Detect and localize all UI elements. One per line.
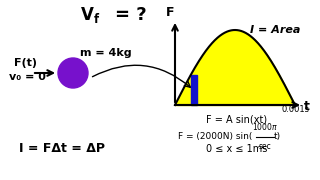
Text: F = (2000N) sin(: F = (2000N) sin( [178,132,252,141]
Text: t): t) [274,132,281,141]
Text: I = Area: I = Area [250,25,300,35]
Circle shape [58,58,88,88]
Text: t: t [304,100,310,112]
Text: v₀ = 0: v₀ = 0 [9,72,46,82]
Text: F = A sin(xt): F = A sin(xt) [206,114,268,124]
Text: $\mathbf{V_f}$: $\mathbf{V_f}$ [80,5,100,25]
Text: 0 ≤ x ≤ 1ms: 0 ≤ x ≤ 1ms [206,144,268,154]
Text: m = 4kg: m = 4kg [80,48,132,58]
Text: F(t): F(t) [14,58,37,68]
Text: I = FΔt = ΔP: I = FΔt = ΔP [19,141,105,154]
Text: sec: sec [259,142,271,151]
Text: = ?: = ? [115,6,147,24]
Text: 0.001s: 0.001s [281,105,309,114]
Text: F: F [166,6,174,19]
Text: $1000\pi$: $1000\pi$ [252,121,278,132]
Bar [191,75,196,105]
